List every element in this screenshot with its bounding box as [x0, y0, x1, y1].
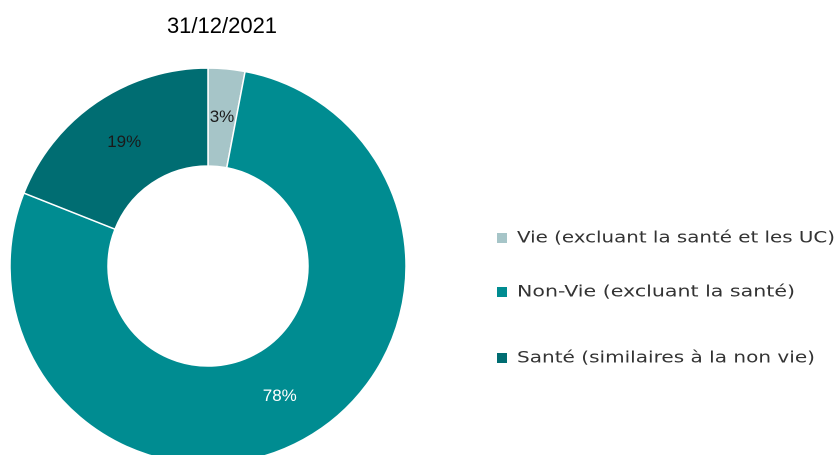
legend-label: Santé (similaires à la non vie): [517, 348, 815, 367]
slice: [22, 67, 209, 231]
chart-title: 31/12/2021: [167, 13, 277, 38]
data-label: 19%: [107, 132, 141, 151]
legend-swatch: [497, 233, 507, 243]
legend-swatch: [497, 287, 507, 297]
data-label: 3%: [210, 107, 235, 126]
slice: [9, 70, 407, 455]
legend-swatch: [497, 353, 507, 363]
legend-label: Non-Vie (excluant la santé): [517, 282, 795, 301]
data-label: 78%: [263, 386, 297, 405]
legend-label: Vie (excluant la santé et les UC): [517, 228, 835, 247]
